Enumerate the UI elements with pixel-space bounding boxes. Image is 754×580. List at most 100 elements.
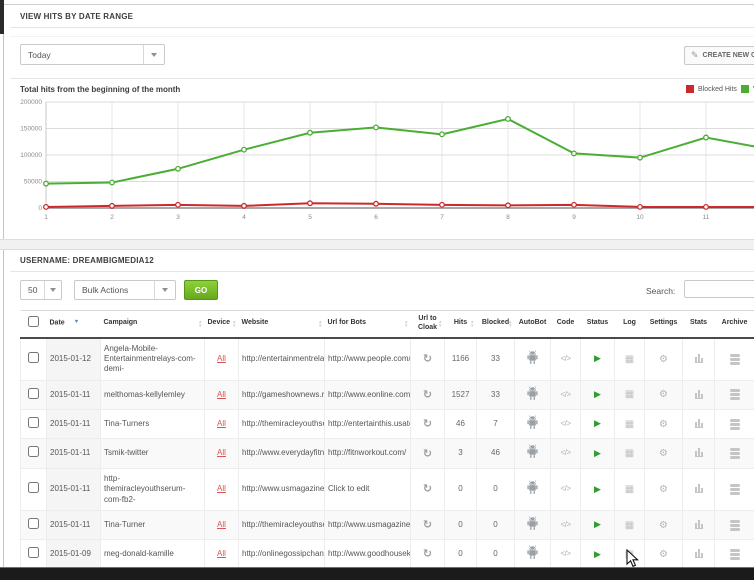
code-icon[interactable]: </>: [560, 549, 571, 559]
status-play-icon[interactable]: ▶: [594, 353, 601, 364]
website-cell[interactable]: http://www.everydayfitnes...: [238, 438, 325, 469]
code-icon[interactable]: </>: [560, 353, 571, 363]
settings-gear-icon[interactable]: ⚙: [659, 353, 668, 365]
bulk-actions-select[interactable]: Bulk Actions: [74, 280, 176, 300]
website-cell[interactable]: http://www.usmagazine.c...: [238, 467, 325, 512]
stats-bars-icon[interactable]: [694, 548, 703, 559]
device-all-link[interactable]: All: [217, 419, 226, 429]
autobot-android-icon[interactable]: [526, 415, 539, 430]
device-all-link[interactable]: All: [217, 520, 226, 530]
header-url-to-cloak[interactable]: Url to Cloak: [410, 310, 445, 339]
row-checkbox[interactable]: [28, 351, 39, 363]
archive-database-icon[interactable]: [729, 519, 740, 531]
header-url-for-bots[interactable]: Url for Bots: [324, 310, 411, 339]
status-play-icon[interactable]: ▶: [594, 389, 601, 400]
stats-bars-icon[interactable]: [694, 447, 703, 458]
autobot-android-icon[interactable]: [526, 386, 539, 401]
cloak-refresh-icon[interactable]: ↻: [422, 483, 433, 496]
status-play-icon[interactable]: ▶: [594, 447, 601, 458]
device-all-link[interactable]: All: [217, 549, 226, 559]
device-all-link[interactable]: All: [217, 484, 226, 494]
settings-gear-icon[interactable]: ⚙: [659, 483, 668, 495]
url-for-bots-cell[interactable]: Click to edit: [324, 467, 411, 512]
blocked-cell: 0: [476, 467, 515, 512]
code-icon[interactable]: </>: [560, 484, 571, 494]
code-icon[interactable]: </>: [560, 448, 571, 458]
header-date[interactable]: Date ▼: [46, 310, 101, 339]
page-size-select[interactable]: 50: [20, 280, 62, 300]
row-checkbox[interactable]: [28, 482, 39, 494]
stats-bars-icon[interactable]: [694, 519, 703, 530]
stats-bars-icon[interactable]: [694, 418, 703, 429]
header-website[interactable]: Website: [238, 310, 325, 339]
cloak-refresh-icon[interactable]: ↻: [422, 447, 433, 460]
log-icon[interactable]: ▦: [624, 418, 635, 430]
cloak-refresh-icon[interactable]: ↻: [422, 388, 433, 401]
archive-database-icon[interactable]: [729, 549, 740, 561]
header-campaign[interactable]: Campaign: [100, 310, 205, 339]
status-play-icon[interactable]: ▶: [594, 483, 601, 494]
device-all-link[interactable]: All: [217, 389, 226, 399]
status-play-icon[interactable]: ▶: [594, 548, 601, 559]
url-for-bots-cell[interactable]: http://www.people.com/ar...: [324, 337, 411, 381]
autobot-android-icon[interactable]: [526, 516, 539, 531]
header-device[interactable]: Device: [204, 310, 239, 339]
log-icon[interactable]: ▦: [624, 448, 635, 460]
status-play-icon[interactable]: ▶: [594, 418, 601, 429]
settings-gear-icon[interactable]: ⚙: [659, 549, 668, 561]
code-icon[interactable]: </>: [560, 520, 571, 530]
date-range-select[interactable]: Today: [20, 44, 165, 65]
cloak-refresh-icon[interactable]: ↻: [422, 418, 433, 431]
cloak-refresh-icon[interactable]: ↻: [422, 352, 433, 365]
row-checkbox[interactable]: [28, 518, 39, 530]
website-cell[interactable]: http://themiracleyouthser...: [238, 510, 325, 541]
create-campaign-button[interactable]: ✎ CREATE NEW CAMPAIGN: [684, 46, 754, 65]
stats-bars-icon[interactable]: [694, 389, 703, 399]
log-icon[interactable]: ▦: [624, 519, 635, 531]
website-cell[interactable]: http://gameshownews.net: [238, 379, 325, 411]
device-all-link[interactable]: All: [217, 353, 226, 363]
code-icon[interactable]: </>: [560, 389, 571, 399]
log-icon[interactable]: ▦: [624, 389, 635, 401]
settings-gear-icon[interactable]: ⚙: [659, 448, 668, 460]
url-for-bots-cell[interactable]: http://fitnworkout.com/: [324, 438, 411, 469]
settings-gear-icon[interactable]: ⚙: [659, 519, 668, 531]
autobot-android-icon[interactable]: [526, 444, 539, 459]
log-icon[interactable]: ▦: [624, 353, 635, 365]
select-all-checkbox[interactable]: [28, 316, 39, 328]
url-for-bots-cell[interactable]: http://www.usmagazine.c...: [324, 510, 411, 541]
website-cell[interactable]: http://entertainmentrelays...: [238, 337, 325, 381]
url-for-bots-cell[interactable]: http://www.eonline.com/e...: [324, 379, 411, 411]
log-icon[interactable]: ▦: [624, 483, 635, 495]
cloak-refresh-icon[interactable]: ↻: [422, 519, 433, 532]
website-cell[interactable]: http://onlinegossipchann...: [238, 539, 325, 570]
cloak-refresh-icon[interactable]: ↻: [422, 548, 433, 561]
stats-bars-icon[interactable]: [694, 483, 703, 494]
archive-database-icon[interactable]: [729, 389, 740, 401]
archive-database-icon[interactable]: [729, 418, 740, 430]
header-blocked[interactable]: Blocked: [476, 310, 515, 339]
device-all-link[interactable]: All: [217, 448, 226, 458]
archive-database-icon[interactable]: [729, 448, 740, 460]
url-for-bots-cell[interactable]: http://www.goodhouseke...: [324, 539, 411, 570]
stats-bars-icon[interactable]: [694, 353, 703, 363]
row-checkbox[interactable]: [28, 387, 39, 399]
search-input[interactable]: [684, 280, 754, 298]
autobot-android-icon[interactable]: [526, 350, 539, 365]
settings-gear-icon[interactable]: ⚙: [659, 389, 668, 401]
settings-gear-icon[interactable]: ⚙: [659, 418, 668, 430]
table-row: 2015-01-12 Angela-Mobile-Entertainmentre…: [20, 337, 754, 381]
row-checkbox[interactable]: [28, 446, 39, 458]
url-for-bots-cell[interactable]: http://entertainthis.usatod...: [324, 409, 411, 440]
autobot-android-icon[interactable]: [526, 480, 539, 495]
autobot-android-icon[interactable]: [526, 545, 539, 560]
archive-database-icon[interactable]: [729, 483, 740, 495]
status-play-icon[interactable]: ▶: [594, 519, 601, 530]
website-cell[interactable]: http://themiracleyouthser...: [238, 409, 325, 440]
archive-database-icon[interactable]: [729, 353, 740, 365]
code-icon[interactable]: </>: [560, 419, 571, 429]
header-hits[interactable]: Hits: [444, 310, 477, 339]
row-checkbox[interactable]: [28, 417, 39, 429]
row-checkbox[interactable]: [28, 547, 39, 559]
go-button[interactable]: GO: [184, 280, 218, 300]
